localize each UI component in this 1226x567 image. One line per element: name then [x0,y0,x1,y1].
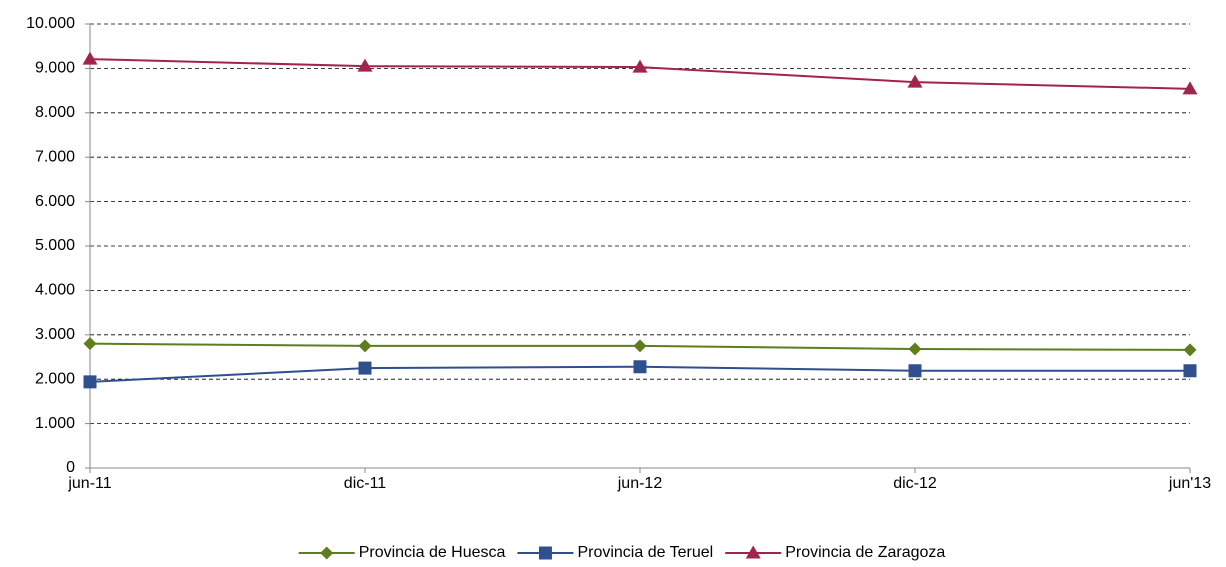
x-tick-label: jun-12 [617,475,663,492]
marker [908,342,922,356]
legend-label: Provincia de Zaragoza [785,544,945,561]
marker [82,51,98,65]
marker [633,360,647,374]
marker [83,337,97,351]
y-tick-label: 3.000 [35,326,75,343]
y-tick-label: 5.000 [35,237,75,254]
y-tick-label: 10.000 [26,15,75,32]
y-tick-label: 7.000 [35,148,75,165]
marker [633,339,647,353]
y-tick-label: 2.000 [35,370,75,387]
y-tick-label: 4.000 [35,282,75,299]
y-tick-label: 0 [66,459,75,476]
x-tick-label: jun'13 [1168,475,1211,492]
marker [745,545,761,559]
marker [83,375,97,389]
marker [907,74,923,88]
x-tick-label: dic-11 [344,475,386,492]
marker [908,364,922,378]
x-tick-label: dic-12 [893,475,937,492]
legend-label: Provincia de Teruel [577,544,713,561]
legend-label: Provincia de Huesca [359,544,506,561]
marker [1182,81,1198,95]
marker [358,361,372,375]
marker [1183,364,1197,378]
marker [1183,343,1197,357]
marker [358,339,372,353]
y-tick-label: 1.000 [35,415,75,432]
marker [320,546,334,560]
x-tick-label: jun-11 [67,475,111,492]
y-tick-label: 6.000 [35,193,75,210]
marker [538,546,552,560]
y-tick-label: 9.000 [35,60,75,77]
y-tick-label: 8.000 [35,104,75,121]
marker [357,58,373,72]
legend: Provincia de Huesca Provincia de Teruel Pr… [298,544,945,561]
marker [632,59,648,73]
